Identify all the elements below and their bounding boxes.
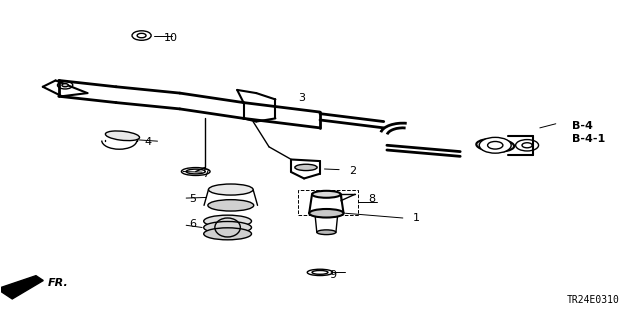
Text: FR.: FR.: [47, 278, 68, 288]
Ellipse shape: [309, 209, 344, 218]
Text: 3: 3: [298, 93, 305, 103]
Ellipse shape: [106, 131, 140, 141]
Text: 6: 6: [189, 219, 196, 229]
Ellipse shape: [295, 164, 317, 171]
Ellipse shape: [204, 221, 252, 234]
Polygon shape: [0, 276, 44, 299]
Ellipse shape: [209, 184, 253, 195]
Text: B-4-1: B-4-1: [572, 134, 605, 144]
Ellipse shape: [204, 228, 252, 240]
Circle shape: [62, 84, 68, 87]
Text: 4: 4: [145, 137, 152, 147]
Text: 9: 9: [330, 270, 337, 280]
Text: 1: 1: [412, 213, 419, 223]
Ellipse shape: [312, 191, 340, 198]
Ellipse shape: [476, 139, 514, 152]
Text: 7: 7: [202, 169, 209, 179]
Circle shape: [479, 137, 511, 153]
Text: TR24E0310: TR24E0310: [566, 295, 620, 305]
Text: 5: 5: [189, 194, 196, 204]
Text: 10: 10: [164, 33, 178, 43]
Text: 8: 8: [368, 194, 375, 204]
Text: B-4: B-4: [572, 121, 593, 131]
Bar: [298, 189, 358, 215]
Text: 2: 2: [349, 166, 356, 175]
Ellipse shape: [317, 230, 336, 234]
Ellipse shape: [208, 200, 253, 211]
Ellipse shape: [204, 215, 252, 227]
